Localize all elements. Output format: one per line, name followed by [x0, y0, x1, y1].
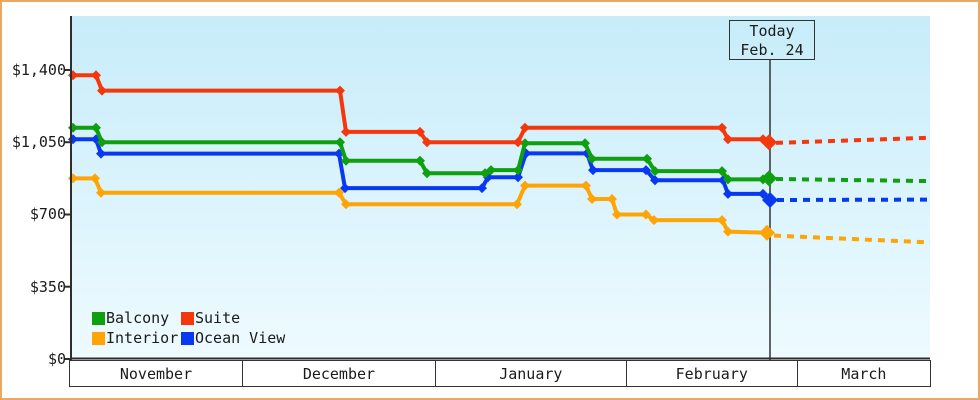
y-tick-label: $0 [47, 350, 66, 368]
data-point [723, 226, 733, 237]
legend: Balcony Suite Interior Ocean View [92, 308, 285, 348]
data-point [334, 187, 344, 198]
data-point [520, 180, 530, 191]
month-cell-november: November [119, 364, 193, 383]
legend-swatch-icon [92, 311, 105, 325]
data-point [96, 187, 106, 198]
data-point [335, 137, 345, 148]
data-point [759, 224, 775, 241]
y-tick-label: $700 [29, 205, 66, 224]
data-point [723, 134, 733, 145]
data-point [513, 165, 523, 176]
month-cell-march: March [796, 361, 930, 386]
legend-label: Suite [195, 309, 241, 327]
legend-item-suite: Suite [181, 308, 285, 328]
month-cell-december: December [242, 361, 435, 386]
legend-swatch-icon [181, 331, 194, 345]
data-point [91, 122, 101, 133]
data-point [513, 172, 523, 183]
data-point [581, 180, 591, 191]
data-point [641, 209, 651, 220]
data-point [761, 134, 777, 151]
data-point [723, 188, 733, 199]
series-suite [68, 70, 931, 151]
data-point [717, 122, 727, 133]
price-line [73, 176, 768, 235]
data-point [520, 122, 530, 133]
data-point [415, 155, 425, 166]
y-tick-label: $350 [29, 277, 66, 296]
legend-item-balcony: Balcony [92, 308, 181, 328]
data-point [650, 166, 660, 177]
month-cell-january: January [434, 361, 626, 386]
data-point [641, 165, 651, 176]
today-label: Today [749, 22, 795, 40]
legend-swatch-icon [181, 311, 194, 325]
data-point [607, 194, 617, 204]
legend-swatch-icon [92, 331, 105, 345]
data-point [341, 199, 351, 210]
data-point [762, 192, 778, 208]
data-point [513, 137, 523, 148]
data-point [97, 137, 107, 148]
legend-label: Ocean View [195, 329, 286, 347]
data-point [422, 137, 432, 148]
data-point [97, 85, 107, 96]
data-point [341, 155, 351, 166]
data-point [335, 85, 345, 96]
data-point [717, 166, 727, 177]
legend-label: Balcony [106, 309, 170, 327]
series-interior [68, 173, 931, 245]
data-point [587, 194, 597, 204]
data-point [91, 70, 101, 81]
data-point [520, 138, 530, 149]
series-ocean-view [68, 134, 931, 208]
series-balcony [68, 122, 931, 187]
data-point [723, 174, 733, 185]
data-point [649, 215, 659, 226]
month-axis: November December January February March [69, 360, 931, 387]
data-point [642, 153, 652, 164]
data-point [587, 153, 597, 164]
data-point [717, 215, 727, 226]
data-point [486, 165, 496, 176]
data-point [650, 175, 660, 186]
data-point [588, 165, 598, 176]
today-date: Feb. 24 [740, 41, 804, 59]
legend-item-interior: Interior [92, 328, 181, 348]
data-point [341, 126, 351, 137]
data-point [415, 126, 425, 137]
legend-label: Interior [106, 329, 179, 347]
y-tick-label: $1,050 [11, 133, 66, 152]
data-point [758, 188, 768, 199]
data-point [612, 209, 622, 220]
plot-background [72, 16, 930, 359]
data-point [90, 173, 100, 184]
today-annotation: Today Feb. 24 [729, 20, 815, 60]
y-tick-label: $1,400 [11, 60, 66, 79]
projected-price-line [773, 233, 931, 245]
data-point [477, 183, 487, 194]
data-point [422, 168, 432, 179]
data-point [96, 148, 106, 159]
data-point [761, 170, 777, 187]
data-point [580, 138, 590, 149]
month-cell-february: February [625, 361, 797, 386]
data-point [512, 199, 522, 210]
legend-item-ocean-view: Ocean View [181, 328, 285, 348]
data-point [340, 183, 350, 194]
